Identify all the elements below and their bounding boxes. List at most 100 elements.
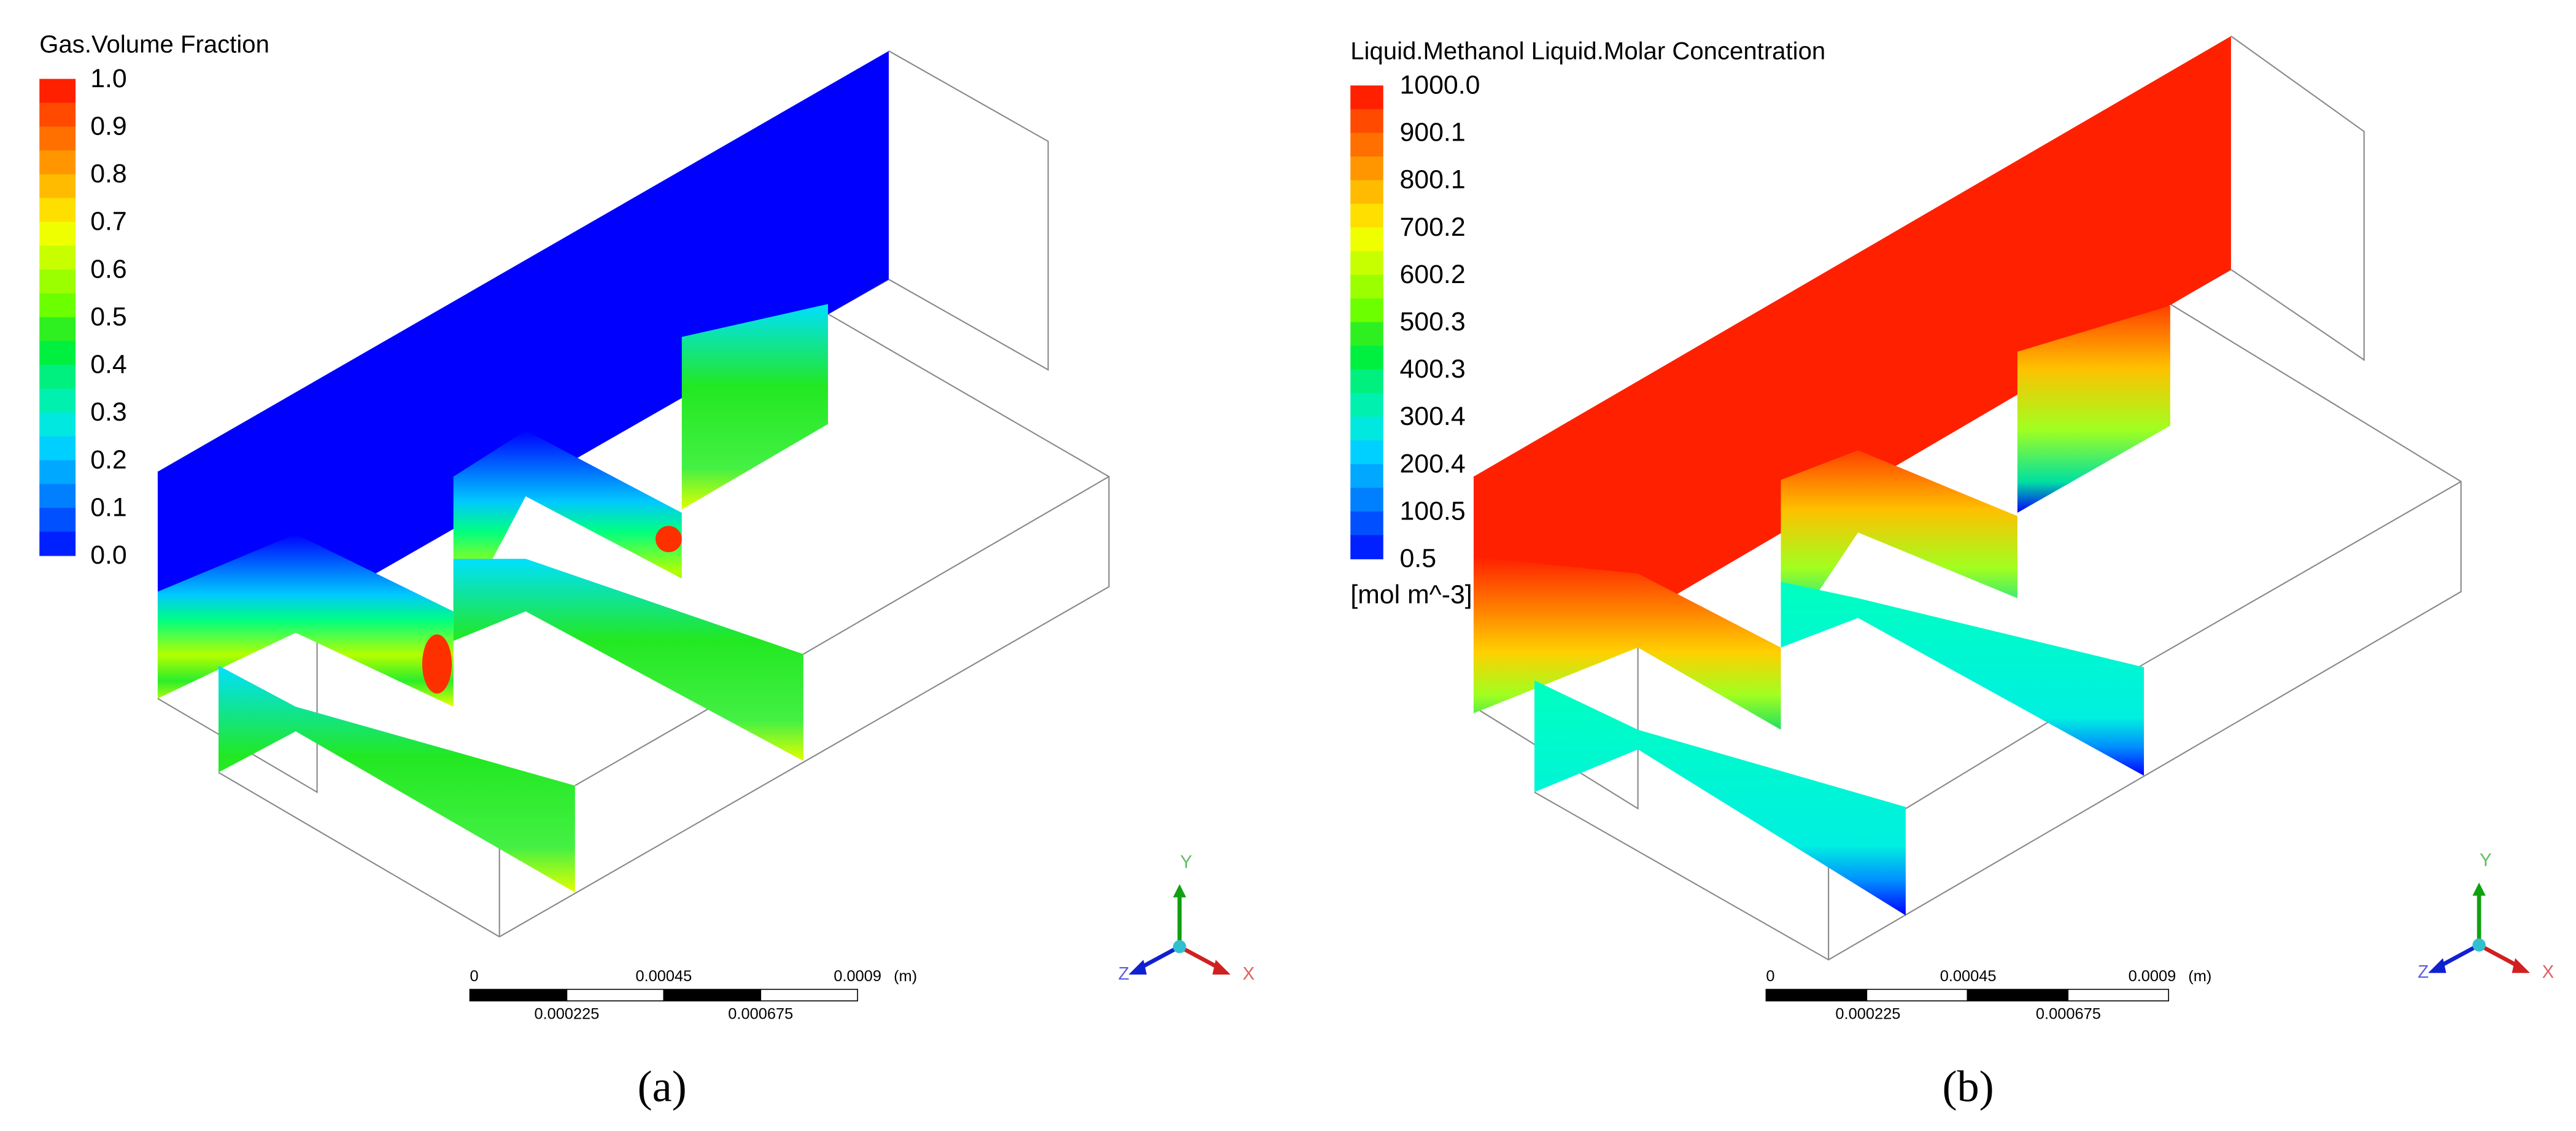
legend-swatch (39, 150, 76, 175)
legend-swatch (39, 246, 76, 270)
legend-label: 0.8 (90, 159, 127, 189)
axis-z-head (1128, 960, 1147, 975)
legend-label: 0.5 (90, 302, 127, 332)
scale-label: 0.000675 (728, 1006, 793, 1023)
legend-label: 200.4 (1400, 449, 1466, 478)
legend-swatch (39, 365, 76, 389)
legend-swatch (1350, 298, 1383, 323)
legend-swatch (1350, 251, 1383, 276)
legend-swatch (39, 389, 76, 413)
contour-wall (1473, 36, 2231, 713)
legend-swatch (1350, 369, 1383, 394)
scale-label: 0.000225 (1835, 1006, 1900, 1023)
hotspot (655, 526, 682, 553)
legend-swatch (39, 79, 76, 104)
legend-label: 500.3 (1400, 307, 1466, 336)
legend-swatch (1350, 346, 1383, 370)
legend-swatch (39, 341, 76, 366)
legend-swatch (39, 174, 76, 199)
axis-label-x: X (2542, 962, 2555, 982)
legend-swatch (39, 222, 76, 246)
scale-bar-segment (469, 989, 568, 1001)
legend-label: 800.1 (1400, 165, 1466, 195)
legend-swatch (1350, 227, 1383, 252)
legend-swatch (39, 317, 76, 342)
legend-label: 900.1 (1400, 118, 1466, 147)
legend-label: 0.4 (90, 350, 127, 379)
scale-label: 0.000225 (534, 1006, 599, 1023)
legend-swatch (39, 412, 76, 437)
contour-slice (1534, 680, 1906, 915)
legend-label: 0.6 (90, 254, 127, 284)
legend-swatch (39, 198, 76, 223)
scale-bar-segment (2067, 989, 2169, 1001)
legend-title: Gas.Volume Fraction (39, 31, 269, 58)
legend-swatch (39, 460, 76, 485)
contour-slice (2017, 305, 2170, 513)
scale-bar-segment (1765, 989, 1868, 1001)
legend-label: 1000.0 (1400, 71, 1480, 100)
contour-slice (157, 534, 454, 707)
legend-label: 700.2 (1400, 212, 1466, 242)
legend-label: 100.5 (1400, 496, 1466, 526)
legend-title: Liquid.Methanol Liquid.Molar Concentrati… (1350, 37, 1825, 64)
legend-label: 1.0 (90, 64, 127, 93)
axis-label-y: Y (2480, 850, 2492, 871)
legend-swatch (1350, 322, 1383, 346)
legend-swatch (1350, 416, 1383, 441)
legend-label: 300.4 (1400, 402, 1466, 431)
panel-b-geometry (1473, 36, 2462, 961)
legend-label: 400.3 (1400, 354, 1466, 384)
legend-swatch (1350, 133, 1383, 157)
legend-swatch (39, 531, 76, 556)
legend-label: 0.1 (90, 492, 127, 522)
legend-swatch (39, 103, 76, 127)
contour-wall (157, 50, 889, 699)
contour-slice (1781, 450, 2017, 648)
scale-label: 0.0009 (834, 968, 881, 985)
legend-unit: [mol m^-3] (1350, 580, 1472, 609)
legend-swatch (1350, 393, 1383, 418)
scale-label: 0 (470, 968, 479, 985)
legend-label: 0.5 (1400, 543, 1437, 573)
legend-swatch (39, 508, 76, 532)
contour-slice (218, 666, 575, 893)
axis-origin (1173, 940, 1186, 954)
scale-bar-segment (1866, 989, 1968, 1001)
legend-swatch (1350, 180, 1383, 204)
legend-swatch (1350, 488, 1383, 512)
legend-swatch (1350, 203, 1383, 228)
axis-y-head (1173, 884, 1186, 898)
legend-swatch (1350, 85, 1383, 110)
scale-label: 0 (1766, 968, 1774, 985)
legend-swatch (1350, 535, 1383, 559)
scale-label: 0.000675 (2036, 1006, 2101, 1023)
contour-slice (453, 559, 803, 761)
legend-label: 0.7 (90, 207, 127, 236)
legend-swatch (1350, 274, 1383, 299)
caption: (b) (1943, 1062, 1994, 1111)
legend-label: 0.3 (90, 397, 127, 427)
axis-x-head (1212, 960, 1231, 975)
legend-swatch (1350, 464, 1383, 489)
legend-swatch (1350, 109, 1383, 134)
legend-swatch (39, 436, 76, 461)
scale-label: 0.0009 (2129, 968, 2176, 985)
scale-bar-segment (1967, 989, 2069, 1001)
legend-label: 0.9 (90, 111, 127, 141)
legend-swatch (39, 484, 76, 508)
scale-label: 0.00045 (1940, 968, 1997, 985)
caption: (a) (638, 1062, 687, 1111)
panel: Gas.Volume Fraction 1.0 0.9 0.8 0.7 0.6 0.5 0.4… (39, 31, 1255, 1111)
axis-label-z: Z (2418, 962, 2429, 982)
legend-swatch (1350, 440, 1383, 465)
legend-label: 0.2 (90, 445, 127, 475)
scale-unit: (m) (894, 968, 917, 985)
legend-label: 600.2 (1400, 260, 1466, 289)
scale-bar-segment (663, 989, 762, 1001)
contour-slice (1781, 581, 2145, 776)
contour-slice (1473, 557, 1781, 730)
hotspot (422, 634, 452, 694)
